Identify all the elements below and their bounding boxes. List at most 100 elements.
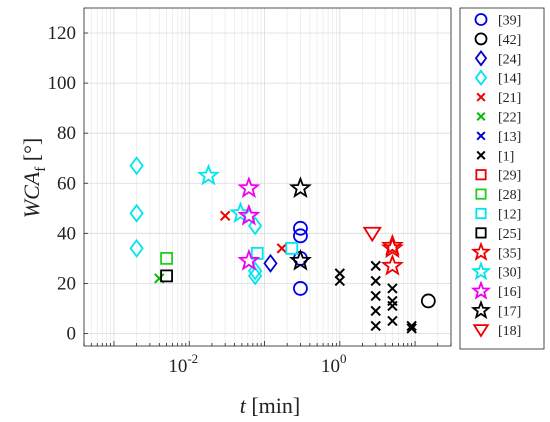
data-point [160,269,173,283]
legend-marker [474,13,488,26]
legend-label: [35] [498,246,521,261]
data-point [380,236,404,259]
legend-marker [475,227,487,239]
legend-marker [475,207,487,220]
y-axis-variable: WCA [19,171,44,218]
legend-label: [24] [498,52,521,67]
data-point [334,275,346,287]
data-point [293,220,308,236]
legend-label: [1] [498,149,514,164]
axis-ticks [83,32,452,346]
data-point [263,253,278,273]
data-point [276,243,288,254]
y-axis-label: WCAf [°] [19,138,49,218]
data-point [129,238,144,258]
data-point [237,176,261,199]
y-tick-label: 0 [67,323,77,344]
data-point [370,320,381,332]
data-point [370,290,381,302]
x-tick-label: 10-2 [168,351,198,377]
y-axis-subscript: f [33,167,49,172]
data-point [237,248,261,271]
data-point [293,228,308,244]
legend-marker [474,32,488,46]
data-point [370,275,381,287]
x-tick-base: 10 [168,356,187,377]
data-point [380,233,404,256]
legend-marker [476,150,486,160]
legend-marker [475,169,487,181]
x-axis-variable: t [240,393,247,418]
legend-label: [42] [498,33,521,48]
y-axis-unit: [°] [19,138,44,167]
legend-label: [16] [498,285,521,300]
data-point [285,241,299,255]
legend-label: [25] [498,227,521,242]
legend-label: [13] [498,130,521,145]
legend-marker [476,131,486,141]
data-point [129,203,144,223]
x-tick-exponent: 0 [340,351,347,366]
data-point [129,156,144,176]
legend-marker [475,188,487,200]
legend-label: [30] [498,266,521,281]
data-point [237,203,261,226]
data-point [196,163,220,186]
legend-label: [39] [498,14,521,29]
legend-marker [476,111,486,122]
legend-frame [459,7,545,350]
x-tick-label: 100 [321,351,347,377]
legend-label: [17] [498,305,521,320]
data-point [387,300,398,312]
x-axis-label: t [min] [240,393,301,418]
x-tick-exponent: -2 [187,351,198,366]
data-point [406,323,417,334]
legend-marker [476,92,486,102]
legend-label: [18] [498,324,521,339]
y-tick-label: 20 [57,273,76,294]
plot-area-frame [83,7,452,347]
data-point [334,268,346,279]
y-tick-label: 120 [48,23,77,44]
legend-marker [470,261,492,281]
legend-label: [28] [498,188,521,203]
legend-marker [474,69,488,86]
data-point [406,320,417,332]
x-tick-labels: 10-2 100 [168,351,346,377]
legend-label: [29] [498,169,521,184]
legend-marker [470,280,492,300]
x-tick-base: 10 [321,356,340,377]
y-tick-labels: 0 20 40 60 80 100 120 [48,23,77,344]
y-tick-label: 40 [57,223,76,244]
data-point [288,248,312,271]
y-tick-label: 60 [57,173,76,194]
data-point [370,260,381,272]
data-point [380,253,404,276]
data-point [160,251,173,265]
legend-items: [39] [42] [24] [14] [21] [22] [13] [1] [29] [28] [… [470,13,521,339]
grid-lines [83,8,452,346]
y-tick-label: 80 [57,123,76,144]
legend-label: [22] [498,111,521,126]
data-point [247,266,263,286]
x-axis-unit: [min] [246,393,300,418]
legend-label: [12] [498,208,521,223]
legend-marker [470,299,492,320]
data-point [370,305,381,317]
legend-marker [474,50,488,67]
data-point [247,261,263,281]
data-point [247,216,263,236]
legend-marker [472,324,490,338]
data-point [293,281,308,296]
legend-label: [21] [498,91,521,106]
y-tick-label: 100 [48,73,77,94]
data-point [288,176,312,199]
data-point [420,293,436,309]
data-point [387,283,398,294]
legend: [39] [42] [24] [14] [21] [22] [13] [1] [29] [28] [… [459,7,545,350]
legend-label: [14] [498,72,521,87]
data-point [387,315,398,327]
data-points [129,156,436,334]
data-point [219,210,231,222]
